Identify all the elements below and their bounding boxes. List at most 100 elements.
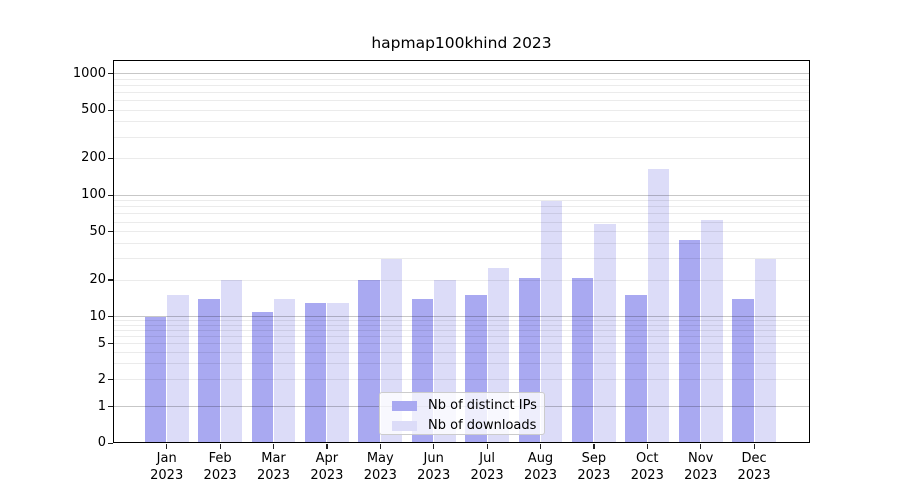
gridline-minor-50 (114, 231, 809, 233)
bar-downloads-oct (647, 169, 670, 444)
y-label-1: 1 (97, 398, 106, 414)
gridline-minor-800 (114, 84, 809, 86)
y-label-20: 20 (89, 272, 106, 288)
x-label-may: May 2023 (363, 451, 397, 483)
x-label-oct: Oct 2023 (630, 451, 664, 483)
y-label-100: 100 (81, 187, 106, 203)
gridline-minor-500 (114, 109, 809, 111)
x-label-mar: Mar 2023 (256, 451, 291, 483)
x-tick-nov (700, 444, 702, 450)
bar-ips-dec (732, 298, 754, 444)
x-label-sep: Sep 2023 (577, 451, 611, 483)
x-tick-oct (646, 444, 649, 450)
x-label-nov: Nov 2023 (684, 451, 718, 483)
bar-downloads-feb (220, 280, 242, 444)
y-tick-50 (107, 231, 113, 233)
x-label-apr: Apr 2023 (310, 451, 344, 483)
y-tick-200 (107, 157, 113, 160)
bar-ips-sep (572, 277, 594, 444)
gridline-minor-6 (114, 336, 809, 338)
gridline-minor-7 (114, 330, 809, 332)
bar-downloads-nov (701, 220, 723, 444)
x-label-jul: Jul 2023 (470, 451, 504, 483)
bar-ips-nov (678, 239, 701, 444)
bar-ips-jan (144, 316, 167, 444)
gridline-minor-90 (114, 200, 809, 202)
gridline-major-1000 (114, 73, 809, 74)
y-tick-2 (107, 379, 113, 381)
gridline-minor-30 (114, 258, 809, 260)
x-tick-sep (593, 444, 595, 450)
legend: Nb of distinct IPs Nb of downloads (379, 392, 545, 435)
gridline-minor-20 (114, 279, 809, 281)
gridline-minor-70 (114, 213, 809, 215)
bar-downloads-sep (594, 223, 616, 444)
y-label-1000: 1000 (72, 65, 106, 81)
gridline-major-100 (114, 194, 809, 196)
legend-item-downloads: Nb of downloads (392, 418, 544, 434)
gridline-minor-900 (114, 78, 809, 80)
gridline-minor-700 (114, 91, 809, 93)
bar-downloads-dec (754, 258, 776, 444)
gridline-minor-200 (114, 157, 809, 159)
bar-ips-apr (305, 302, 327, 444)
bar-downloads-mar (274, 298, 296, 444)
gridline-minor-60 (114, 221, 809, 223)
gridline-minor-80 (114, 206, 809, 208)
y-tick-1 (107, 406, 113, 408)
gridline-minor-3 (114, 363, 809, 365)
gridline-minor-5 (114, 343, 809, 345)
gridline-minor-40 (114, 242, 809, 244)
bar-downloads-jan (167, 295, 189, 444)
bar-ips-may (358, 280, 380, 444)
y-tick-5 (107, 343, 113, 345)
gridline-minor-600 (114, 99, 809, 101)
x-tick-jan (166, 444, 168, 450)
gridline-minor-400 (114, 121, 809, 123)
gridline-minor-2 (114, 379, 809, 381)
y-label-0: 0 (97, 435, 106, 451)
x-tick-aug (540, 444, 542, 450)
gridline-minor-9 (114, 320, 809, 322)
y-label-200: 200 (81, 150, 106, 166)
y-tick-100 (107, 194, 113, 196)
x-label-aug: Aug 2023 (523, 451, 558, 483)
x-tick-jun (433, 444, 435, 450)
y-label-50: 50 (89, 223, 106, 239)
x-tick-dec (753, 444, 755, 450)
bar-ips-oct (625, 295, 647, 444)
x-tick-mar (273, 444, 275, 450)
x-label-feb: Feb 2023 (203, 451, 237, 483)
gridline-minor-300 (114, 136, 809, 138)
y-tick-10 (107, 316, 113, 318)
y-tick-1000 (107, 72, 113, 75)
bar-ips-feb (198, 298, 220, 444)
legend-label-distinct-ips: Nb of distinct IPs (428, 398, 537, 413)
legend-swatch-distinct-ips (392, 400, 417, 412)
y-tick-20 (107, 279, 113, 281)
gridline-minor-4 (114, 352, 809, 353)
y-label-500: 500 (81, 102, 106, 118)
bar-downloads-aug (541, 201, 563, 444)
y-label-5: 5 (97, 335, 106, 351)
y-tick-0 (107, 442, 113, 444)
x-tick-apr (326, 444, 328, 450)
legend-item-distinct-ips: Nb of distinct IPs (392, 398, 544, 414)
bar-downloads-apr (327, 302, 349, 444)
x-tick-jul (486, 444, 488, 450)
gridline-minor-8 (114, 324, 809, 326)
x-tick-may (379, 444, 382, 450)
x-label-dec: Dec 2023 (737, 451, 771, 483)
chart-title: hapmap100khind 2023 (371, 34, 552, 52)
y-label-2: 2 (97, 371, 106, 387)
bar-ips-mar (251, 311, 273, 444)
gridline-major-10 (114, 316, 809, 318)
y-tick-500 (107, 109, 113, 111)
legend-swatch-downloads (392, 420, 417, 432)
legend-label-downloads: Nb of downloads (428, 418, 537, 433)
x-tick-feb (219, 444, 221, 450)
y-label-10: 10 (89, 308, 106, 324)
x-label-jun: Jun 2023 (417, 451, 451, 483)
x-label-jan: Jan 2023 (150, 451, 184, 483)
